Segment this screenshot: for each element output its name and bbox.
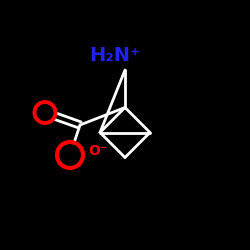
Circle shape <box>57 142 83 168</box>
Circle shape <box>34 102 56 123</box>
Text: H₂N⁺: H₂N⁺ <box>90 46 140 65</box>
Text: O⁻: O⁻ <box>88 144 107 158</box>
